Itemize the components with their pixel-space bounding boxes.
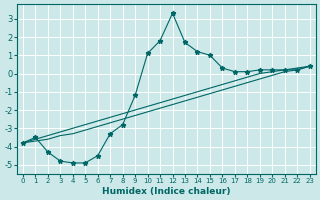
X-axis label: Humidex (Indice chaleur): Humidex (Indice chaleur) <box>102 187 230 196</box>
